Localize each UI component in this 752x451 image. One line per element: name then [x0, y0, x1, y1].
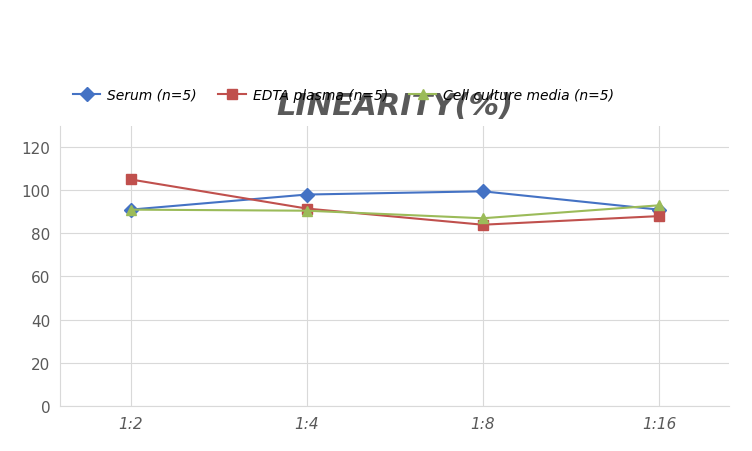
Cell culture media (n=5) — [478, 216, 487, 221]
Serum (n=5) — [654, 207, 663, 213]
Line: Cell culture media (n=5): Cell culture media (n=5) — [126, 201, 664, 224]
Cell culture media (n=5) — [126, 207, 135, 213]
EDTA plasma (n=5) — [654, 214, 663, 219]
EDTA plasma (n=5) — [478, 222, 487, 228]
Line: EDTA plasma (n=5): EDTA plasma (n=5) — [126, 175, 664, 230]
Line: Serum (n=5): Serum (n=5) — [126, 187, 664, 215]
Serum (n=5) — [478, 189, 487, 194]
EDTA plasma (n=5) — [302, 207, 311, 212]
EDTA plasma (n=5) — [126, 177, 135, 183]
Cell culture media (n=5) — [654, 203, 663, 208]
Legend: Serum (n=5), EDTA plasma (n=5), Cell culture media (n=5): Serum (n=5), EDTA plasma (n=5), Cell cul… — [67, 83, 620, 108]
Serum (n=5) — [126, 207, 135, 213]
Cell culture media (n=5) — [302, 208, 311, 214]
Title: LINEARITY(%): LINEARITY(%) — [276, 92, 514, 121]
Serum (n=5) — [302, 193, 311, 198]
